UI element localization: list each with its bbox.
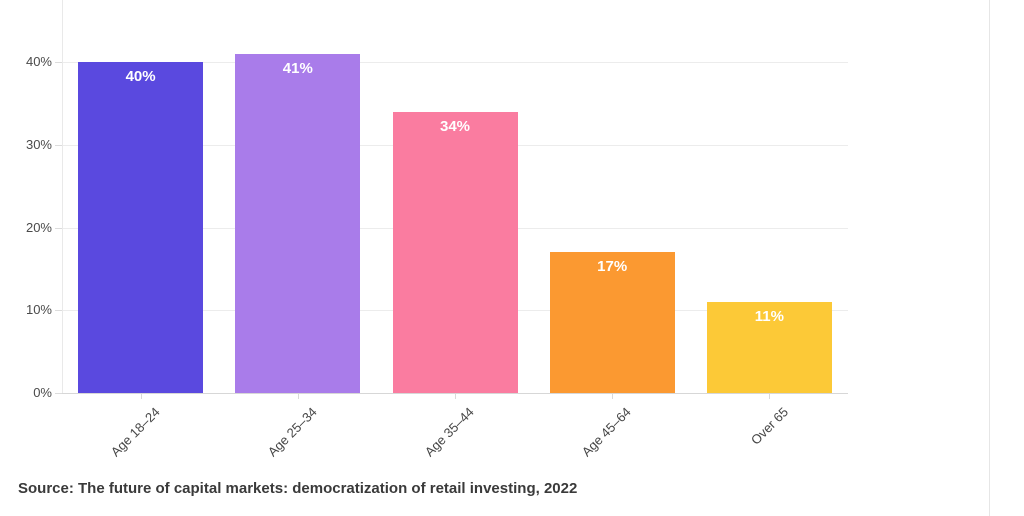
- bar-age-25-34[interactable]: [235, 53, 361, 393]
- x-tick-mark: [769, 394, 771, 399]
- y-tick-label: 20%: [25, 219, 52, 235]
- bar-age-45-64[interactable]: [549, 252, 675, 393]
- x-tick-mark: [140, 394, 142, 399]
- source-text: Source: The future of capital markets: d…: [18, 480, 578, 497]
- bar-value-label: 17%: [597, 258, 628, 276]
- bar-value-label: 34%: [439, 117, 471, 135]
- x-axis-label-age-25-34: Age 25–34: [264, 404, 320, 460]
- x-axis-line: [62, 393, 848, 394]
- x-axis-label-age-18-24: Age 18–24: [107, 404, 163, 460]
- bar-value-label: 11%: [754, 307, 784, 325]
- y-axis-line: [62, 0, 63, 393]
- bar-value-label: 41%: [282, 59, 313, 77]
- bar-over-65[interactable]: [706, 301, 832, 393]
- x-axis-label-age-45-64: Age 45–64: [579, 404, 635, 460]
- y-tick-label: 10%: [25, 302, 52, 318]
- x-tick-mark: [455, 394, 456, 399]
- x-axis-label-over-65: Over 65: [747, 404, 792, 448]
- x-tick-mark: [612, 394, 614, 399]
- bar-age-35-44[interactable]: [392, 111, 518, 393]
- y-tick-label: 30%: [25, 136, 52, 152]
- bar-age-18-24[interactable]: [78, 62, 204, 393]
- bar-value-label: 40%: [125, 68, 156, 86]
- x-tick-mark: [297, 394, 299, 399]
- y-tick-mark: [55, 62, 62, 64]
- y-tick-mark: [55, 393, 62, 394]
- y-tick-mark: [55, 144, 62, 146]
- y-tick-mark: [55, 227, 62, 229]
- page-divider-line: [989, 0, 990, 516]
- gridline: [62, 62, 848, 64]
- x-axis-label-age-35-44: Age 35–44: [421, 404, 477, 460]
- y-tick-label: 0%: [33, 385, 52, 400]
- y-tick-mark: [55, 310, 62, 312]
- y-tick-label: 40%: [25, 54, 52, 70]
